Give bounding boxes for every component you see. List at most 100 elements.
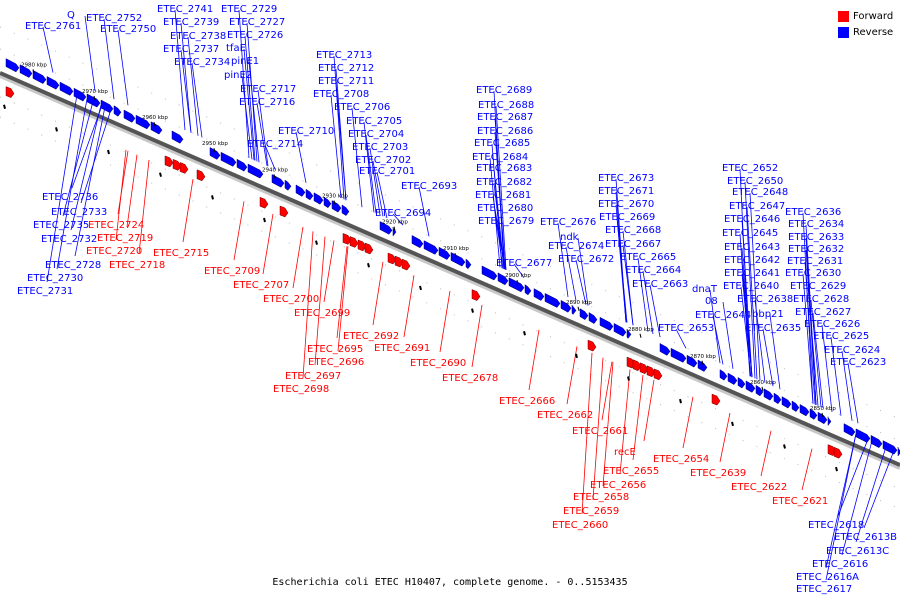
reverse-gene-label: ETEC_2726 xyxy=(227,30,283,41)
reverse-gene-arrow xyxy=(843,423,856,437)
reverse-gene-label: dnaT xyxy=(692,284,718,295)
reverse-leader-line xyxy=(335,81,347,201)
reverse-leader-line xyxy=(769,314,781,390)
reverse-gene-label: ETEC_2672 xyxy=(558,254,614,265)
forward-leader-line xyxy=(138,159,150,255)
axis-tick xyxy=(639,333,642,338)
forward-gene-label: ETEC_2662 xyxy=(537,410,593,421)
reverse-leader-line xyxy=(754,299,766,383)
reverse-gene-label: ETEC_2741 xyxy=(157,4,213,15)
reverse-leader-line xyxy=(740,286,752,377)
forward-gene-label: ETEC_2658 xyxy=(573,492,629,503)
reverse-leader-line xyxy=(333,55,345,200)
strand-legend: Forward Reverse xyxy=(838,8,893,40)
forward-gene-label: ETEC_2622 xyxy=(731,482,787,493)
reverse-leader-line xyxy=(295,131,307,183)
forward-gene-arrow xyxy=(632,359,642,372)
reverse-gene-label: ETEC_2630 xyxy=(785,268,841,279)
reverse-gene-arrow xyxy=(331,200,342,213)
reverse-gene-label: ETEC_2689 xyxy=(476,85,532,96)
reverse-gene-label: ETEC_2729 xyxy=(221,4,277,15)
forward-gene-label: ETEC_2700 xyxy=(263,294,319,305)
axis-tick-label: 2890 kbp xyxy=(566,300,592,306)
reverse-gene-arrow xyxy=(719,369,728,381)
reverse-gene-arrow xyxy=(450,252,466,267)
minor-mark xyxy=(835,466,838,472)
reverse-gene-label: ETEC_2633 xyxy=(788,232,844,243)
reverse-leader-line xyxy=(243,48,255,161)
forward-gene-arrow xyxy=(179,162,189,174)
reverse-gene-label: ETEC_2728 xyxy=(45,260,101,271)
reverse-gene-label: pinE2 xyxy=(224,70,252,81)
reverse-gene-arrow xyxy=(438,246,451,260)
forward-gene-label: ETEC_2696 xyxy=(308,357,364,368)
axis-tick-label: 2940 kbp xyxy=(262,167,288,173)
reverse-gene-arrow xyxy=(323,196,332,209)
reverse-gene-arrow xyxy=(755,384,764,397)
reverse-gene-label: ndk xyxy=(560,232,579,243)
forward-gene-arrow xyxy=(587,339,597,352)
forward-leader-line xyxy=(801,448,813,491)
reverse-gene-label: ETEC_2648 xyxy=(732,187,788,198)
reverse-gene-label: ETEC_2679 xyxy=(478,216,534,227)
reverse-gene-label: ETEC_2634 xyxy=(788,219,844,230)
reverse-gene-arrow xyxy=(313,192,324,205)
reverse-gene-arrow xyxy=(100,99,114,114)
forward-leader-line xyxy=(592,357,604,501)
reverse-gene-arrow xyxy=(670,347,687,363)
reverse-gene-arrow xyxy=(481,265,498,281)
reverse-leader-line xyxy=(575,259,587,305)
reverse-gene-arrow xyxy=(220,151,237,167)
minor-mark xyxy=(3,104,6,109)
reverse-leader-line xyxy=(264,144,276,170)
reverse-leader-line xyxy=(494,131,506,270)
reverse-leader-line xyxy=(830,336,842,416)
axis-tick-label: 2960 kbp xyxy=(142,115,168,121)
forward-leader-line xyxy=(302,231,314,379)
forward-gene-label: ETEC_2621 xyxy=(772,496,828,507)
reverse-gene-label: ETEC_2635 xyxy=(745,323,801,334)
axis-tick xyxy=(273,174,276,179)
reverse-gene-label: ETEC_2624 xyxy=(824,345,880,356)
forward-gene-label: ETEC_2659 xyxy=(563,506,619,517)
forward-gene-label: ETEC_2718 xyxy=(109,260,165,271)
reverse-leader-line xyxy=(855,446,887,543)
forward-gene-label: ETEC_2691 xyxy=(374,343,430,354)
reverse-leader-line xyxy=(330,94,342,199)
reverse-gene-label: ETEC_2682 xyxy=(476,177,532,188)
reverse-gene-label: ETEC_2671 xyxy=(598,186,654,197)
reverse-leader-line xyxy=(248,61,260,163)
forward-leader-line xyxy=(439,290,451,353)
reverse-gene-label: ETEC_2652 xyxy=(722,163,778,174)
forward-gene-label: ETEC_2709 xyxy=(204,266,260,277)
legend-forward-label: Forward xyxy=(853,10,894,22)
reverse-leader-line xyxy=(117,29,129,106)
reverse-gene-label: ETEC_2640 xyxy=(723,281,779,292)
reverse-gene-label: tfaE xyxy=(226,43,246,54)
reverse-leader-line xyxy=(642,270,654,334)
axis-tick-label: 2930 kbp xyxy=(322,193,348,199)
reverse-gene-label: ETEC_2613C xyxy=(826,546,889,557)
reverse-gene-label: ETEC_2713 xyxy=(316,50,372,61)
reverse-leader-line xyxy=(807,286,819,406)
reverse-leader-line xyxy=(847,362,859,424)
reverse-gene-label: pinE1 xyxy=(231,56,259,67)
reverse-gene-label: ETEC_2694 xyxy=(375,208,431,219)
reverse-leader-line xyxy=(180,22,192,133)
forward-leader-line xyxy=(337,246,349,352)
reverse-gene-arrow xyxy=(855,428,871,443)
reverse-gene-arrow xyxy=(827,416,832,427)
reverse-leader-line xyxy=(744,181,756,379)
reverse-gene-arrow xyxy=(113,105,122,117)
reverse-gene-label: ETEC_2739 xyxy=(163,17,219,28)
reverse-gene-label: ETEC_2616 xyxy=(812,559,868,570)
reverse-gene-arrow xyxy=(32,69,47,84)
reverse-gene-label: ETEC_2623 xyxy=(830,357,886,368)
forward-gene-arrow xyxy=(364,242,374,255)
forward-leader-line xyxy=(182,178,194,243)
axis-tick xyxy=(93,95,96,101)
reverse-leader-line xyxy=(622,244,634,326)
forward-gene-label: ETEC_2661 xyxy=(572,426,628,437)
forward-leader-line xyxy=(601,361,613,421)
reverse-leader-line xyxy=(80,109,112,204)
